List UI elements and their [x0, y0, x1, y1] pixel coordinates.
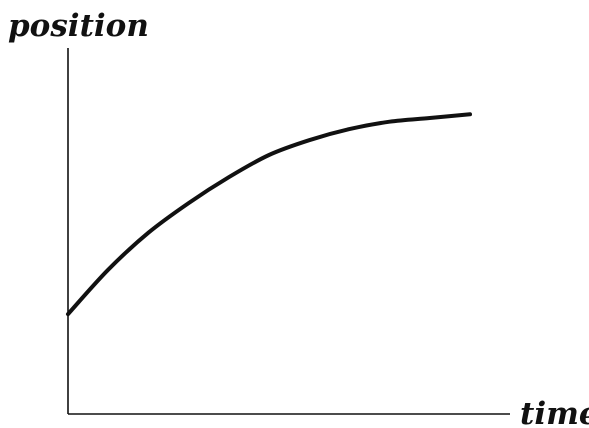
series-line-0 [66, 112, 472, 317]
y-axis-label: position [8, 8, 149, 44]
series-layer [66, 112, 472, 317]
x-axis-label: time [520, 396, 589, 428]
